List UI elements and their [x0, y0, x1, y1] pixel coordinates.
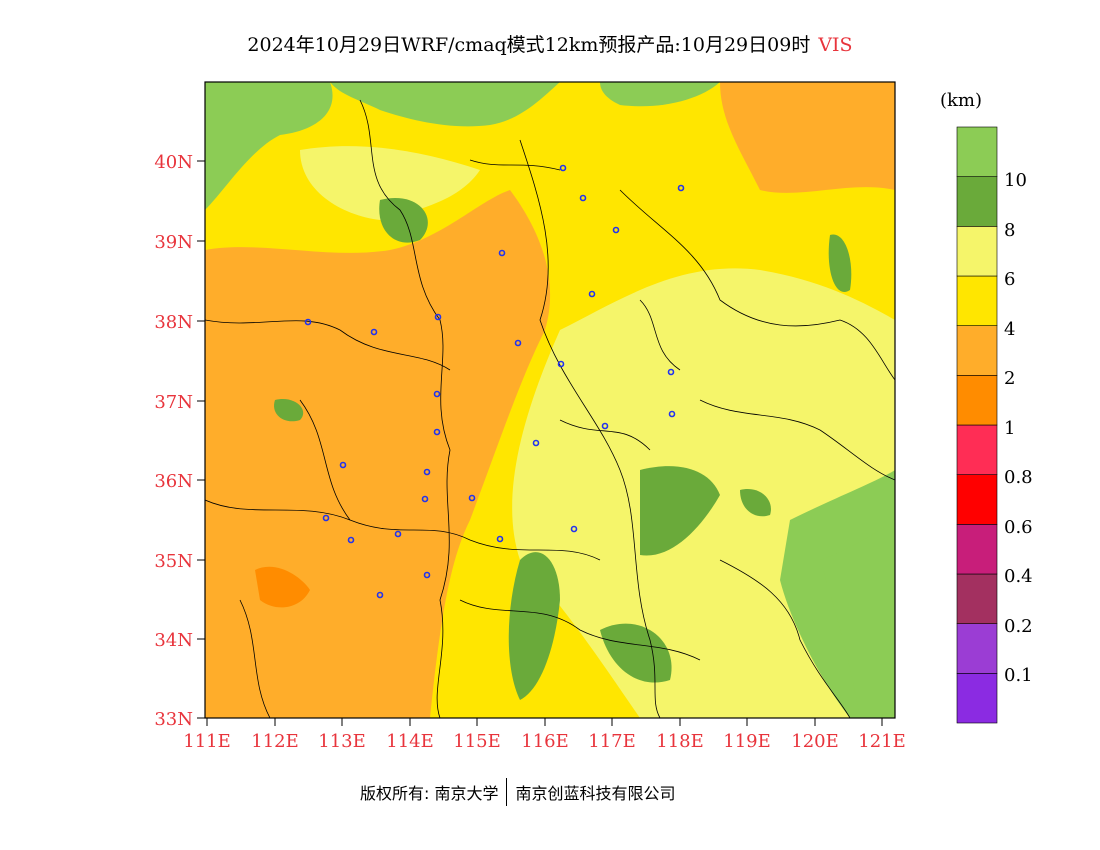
colorbar-label: 0.1	[1004, 665, 1033, 686]
lat-label: 39N	[154, 232, 193, 253]
map-title: 2024年10月29日WRF/cmaq模式12km预报产品:10月29日09时 V…	[0, 30, 1100, 57]
lon-axis: 111E 112E 113E 114E 115E 116E 117E 118E …	[183, 718, 906, 752]
footer: 版权所有: 南京大学 南京创蓝科技有限公司	[360, 778, 676, 806]
footer-separator	[506, 778, 508, 806]
lat-axis: 40N 39N 38N 37N 36N 35N 34N 33N	[154, 152, 205, 730]
lon-label: 121E	[858, 731, 906, 752]
lat-label: 33N	[154, 709, 193, 730]
visibility-field	[205, 82, 895, 718]
colorbar-swatch	[956, 524, 998, 575]
colorbar-unit: (km)	[940, 90, 983, 111]
colorbar-label: 1	[1004, 418, 1015, 439]
lon-label: 117E	[588, 731, 636, 752]
colorbar-labels: 0.1 0.2 0.4 0.6 0.8 1 2 4 6 8 10	[1004, 170, 1033, 686]
colorbar-swatch	[956, 573, 998, 624]
lat-label: 36N	[154, 471, 193, 492]
lon-label: 113E	[318, 731, 366, 752]
colorbar-swatch	[956, 623, 998, 674]
colorbar-swatch	[956, 275, 998, 326]
colorbar-label: 0.8	[1004, 467, 1033, 488]
lat-label: 40N	[154, 152, 193, 173]
colorbar-swatch	[956, 424, 998, 475]
title-text: 2024年10月29日WRF/cmaq模式12km预报产品:10月29日09时	[247, 34, 811, 56]
lat-label: 35N	[154, 551, 193, 572]
lon-label: 118E	[656, 731, 704, 752]
lon-label: 116E	[521, 731, 569, 752]
colorbar-label: 10	[1004, 170, 1027, 191]
lon-label: 119E	[723, 731, 771, 752]
colorbar-label: 2	[1004, 368, 1015, 389]
colorbar-swatch	[956, 325, 998, 376]
colorbar-label: 0.6	[1004, 517, 1033, 538]
colorbar-swatch	[956, 126, 998, 177]
colorbar-label: 0.2	[1004, 616, 1033, 637]
colorbar-label: 0.4	[1004, 566, 1033, 587]
colorbar-swatch	[956, 673, 998, 724]
lon-label: 120E	[791, 731, 839, 752]
lon-label: 115E	[453, 731, 501, 752]
company-name: 南京创蓝科技有限公司	[515, 784, 676, 803]
plot-frame	[204, 81, 896, 719]
lon-label: 112E	[251, 731, 299, 752]
lat-label: 37N	[154, 392, 193, 413]
colorbar	[956, 126, 998, 724]
colorbar-label: 6	[1004, 269, 1015, 290]
lat-label: 38N	[154, 312, 193, 333]
colorbar-swatch	[956, 375, 998, 426]
lon-label: 114E	[386, 731, 434, 752]
copyright-text: 版权所有: 南京大学	[360, 784, 499, 803]
colorbar-swatch	[956, 176, 998, 227]
variable-name: VIS	[818, 34, 853, 56]
colorbar-swatch	[956, 226, 998, 277]
lon-label: 111E	[183, 731, 231, 752]
colorbar-swatch	[956, 474, 998, 525]
lat-label: 34N	[154, 630, 193, 651]
colorbar-label: 4	[1004, 319, 1015, 340]
colorbar-label: 8	[1004, 220, 1015, 241]
